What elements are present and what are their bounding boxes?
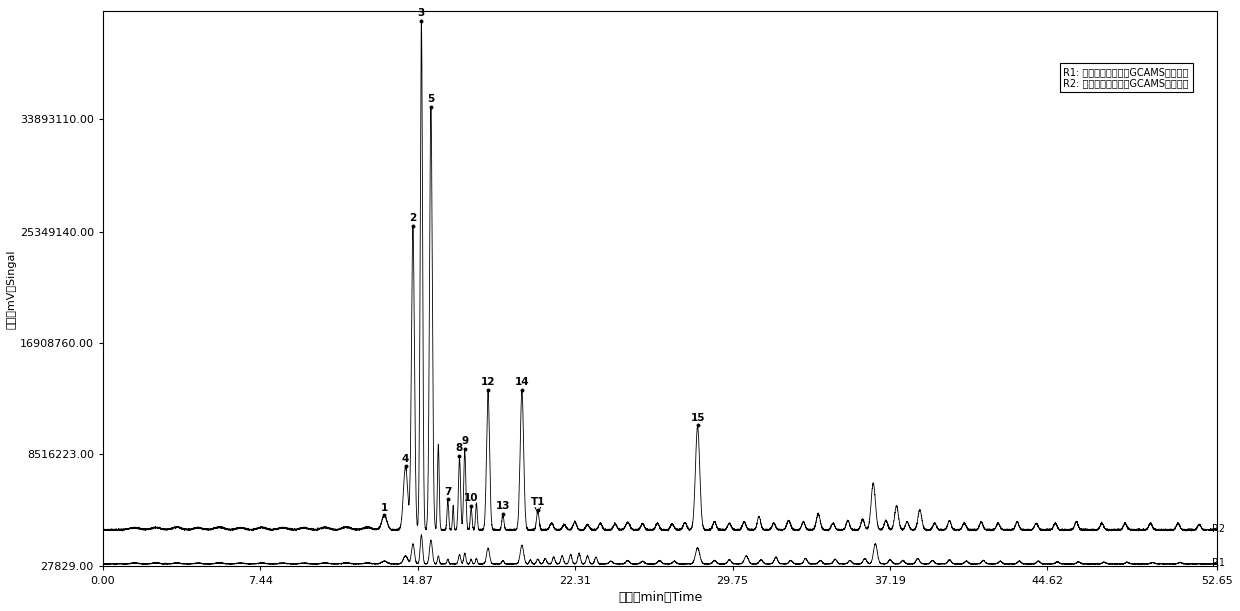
Text: 1: 1	[381, 503, 388, 513]
Text: T1: T1	[531, 497, 546, 507]
Text: 8: 8	[456, 443, 463, 453]
Text: 13: 13	[496, 501, 510, 511]
Text: 12: 12	[481, 377, 495, 387]
Text: R2: R2	[1211, 524, 1225, 534]
Text: 14: 14	[515, 377, 529, 387]
Text: R1: 天然山橙龙眼蜜的GCAMS指文图谱
R2: 天然中蜂龙眼蜜的GCAMS指文图谱: R1: 天然山橙龙眼蜜的GCAMS指文图谱 R2: 天然中蜂龙眼蜜的GCAMS指…	[1064, 67, 1189, 89]
Text: 7: 7	[444, 487, 451, 497]
Y-axis label: 信号（mV）Singal: 信号（mV）Singal	[7, 249, 17, 329]
Text: 4: 4	[402, 454, 409, 464]
Text: 15: 15	[691, 412, 704, 423]
Text: 2: 2	[409, 213, 417, 223]
Text: 3: 3	[418, 8, 425, 18]
Text: R1: R1	[1211, 558, 1225, 568]
X-axis label: 时间（min）Time: 时间（min）Time	[618, 591, 702, 604]
Text: 5: 5	[428, 94, 434, 104]
Text: 9: 9	[461, 436, 469, 447]
Text: 10: 10	[464, 493, 479, 503]
